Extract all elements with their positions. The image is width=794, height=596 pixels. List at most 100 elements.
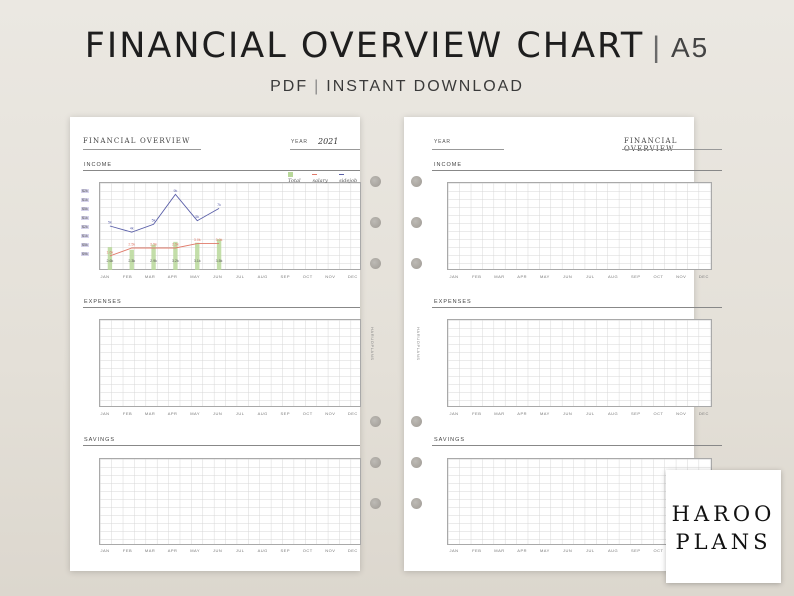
section-label-savings: SAVINGS: [84, 437, 116, 443]
month-label: NOV: [676, 274, 687, 279]
month-label: JUN: [213, 411, 223, 416]
month-label: JUN: [562, 274, 573, 279]
chart-legend: Total salary sidejob: [288, 172, 360, 184]
month-label: SEP: [280, 548, 290, 553]
bar-total: [151, 244, 156, 270]
ring-hole: [370, 498, 381, 509]
month-label: OCT: [653, 274, 664, 279]
month-label: MAY: [539, 411, 550, 416]
month-label: SEP: [280, 411, 290, 416]
bar-total: [216, 239, 222, 270]
legend-swatch: [312, 174, 318, 175]
legend-item-sidejob: sidejob: [339, 172, 360, 184]
month-label: JAN: [449, 274, 459, 279]
month-label: OCT: [302, 411, 313, 416]
product-subtitle: PDF | INSTANT DOWNLOAD: [0, 78, 794, 96]
bar-data-label: 3.5k: [216, 259, 223, 263]
month-label: JUL: [586, 548, 595, 553]
month-label: SEP: [630, 274, 641, 279]
point-label-sidejob: 5k: [195, 215, 199, 219]
month-label: AUG: [607, 411, 619, 416]
legend-label: Total: [288, 178, 301, 184]
month-label: MAY: [539, 274, 550, 279]
ring-hole: [370, 217, 381, 228]
brand-line-1: HAROO: [671, 502, 776, 526]
ring-hole: [411, 176, 422, 187]
month-label: JAN: [100, 548, 110, 553]
brand-logo: HAROO PLANS: [666, 470, 781, 583]
format-label: PDF: [270, 78, 309, 95]
ring-hole: [411, 498, 422, 509]
savings-grid: [99, 458, 361, 545]
year-rule: [290, 149, 360, 150]
month-label: JAN: [100, 274, 110, 279]
expenses-grid: [447, 319, 712, 407]
month-label: NOV: [676, 411, 687, 416]
bar-data-label: 2.9k: [150, 259, 157, 263]
month-label: APR: [167, 411, 178, 416]
month-label: FEB: [122, 411, 133, 416]
ring-hole: [370, 457, 381, 468]
bar-data-label: 2.6k: [107, 259, 114, 263]
month-label: OCT: [302, 274, 313, 279]
section-label-income: INCOME: [434, 162, 462, 168]
month-label: FEB: [472, 274, 482, 279]
month-label: NOV: [325, 411, 336, 416]
income-grid: [99, 182, 361, 270]
section-label-expenses: EXPENSES: [84, 299, 122, 305]
year-value: 2021: [318, 137, 339, 146]
month-label: MAY: [190, 548, 201, 553]
heading-rule: [83, 149, 201, 150]
point-label-sidejob: 5k: [152, 219, 156, 223]
y-tick-label: $2k: [81, 225, 89, 229]
section-label-savings: SAVINGS: [434, 437, 466, 443]
section-rule: [83, 307, 360, 308]
month-label: JUL: [235, 411, 245, 416]
income-chart: 2.6k 2.3k 2.9k 3.2k 3.1k 3.5k 1.6k 2.5k 2.5k 2.5k…: [107, 189, 223, 270]
section-label-income: INCOME: [84, 162, 112, 168]
product-title: FINANCIAL OVERVIEW CHART | A5: [0, 26, 794, 66]
month-label: APR: [167, 274, 178, 279]
month-label: DEC: [347, 411, 358, 416]
month-label: MAR: [144, 548, 156, 553]
bar-total: [107, 247, 113, 270]
month-label: JUL: [235, 548, 245, 553]
section-rule: [432, 445, 722, 446]
expenses-month-axis: JAN FEB MAR APR MAY JUN JUL AUG SEP OCT NOV DEC: [94, 411, 364, 416]
month-label: OCT: [653, 411, 664, 416]
month-label: AUG: [257, 548, 268, 553]
point-label-salary: 3.0k: [194, 238, 201, 242]
ring-hole: [411, 258, 422, 269]
income-month-axis: JAN FEB MAR APR MAY JUN JUL AUG SEP OCT NOV DEC: [443, 274, 715, 279]
legend-item-total: Total: [288, 172, 304, 184]
legend-label: salary: [312, 178, 328, 184]
expenses-grid: [99, 319, 361, 407]
month-label: AUG: [607, 274, 619, 279]
size-label: A5: [671, 32, 710, 63]
line-sidejob: [109, 193, 220, 233]
month-label: AUG: [257, 274, 268, 279]
title-separator: |: [652, 31, 663, 64]
y-tick-label: $1k: [81, 216, 89, 220]
month-label: SEP: [280, 274, 290, 279]
income-month-axis: JAN FEB MAR APR MAY JUN JUL AUG SEP OCT NOV DEC: [94, 274, 364, 279]
savings-month-axis: JAN FEB MAR APR MAY JUN JUL AUG SEP OCT NOV DEC: [94, 548, 364, 553]
section-rule: [432, 307, 722, 308]
left-planner-page: FINANCIAL OVERVIEW YEAR 2021 INCOME $2k …: [70, 117, 375, 571]
subtitle-separator: |: [314, 78, 321, 95]
bar-total: [173, 241, 178, 270]
ring-hole: [370, 176, 381, 187]
month-label: JUN: [562, 548, 573, 553]
point-label-sidejob: 4k: [130, 227, 134, 231]
ring-hole: [370, 416, 381, 427]
y-tick-label: $9k: [81, 252, 89, 256]
point-label-sidejob: 7k: [217, 203, 221, 207]
section-label-expenses: EXPENSES: [434, 299, 472, 305]
income-grid: [447, 182, 712, 270]
section-rule: [83, 445, 360, 446]
legend-swatch: [288, 172, 293, 177]
bar-total: [129, 249, 134, 270]
y-tick-label: $5k: [81, 243, 89, 247]
year-label: YEAR: [434, 139, 451, 145]
point-label-salary: 2.5k: [128, 243, 135, 247]
